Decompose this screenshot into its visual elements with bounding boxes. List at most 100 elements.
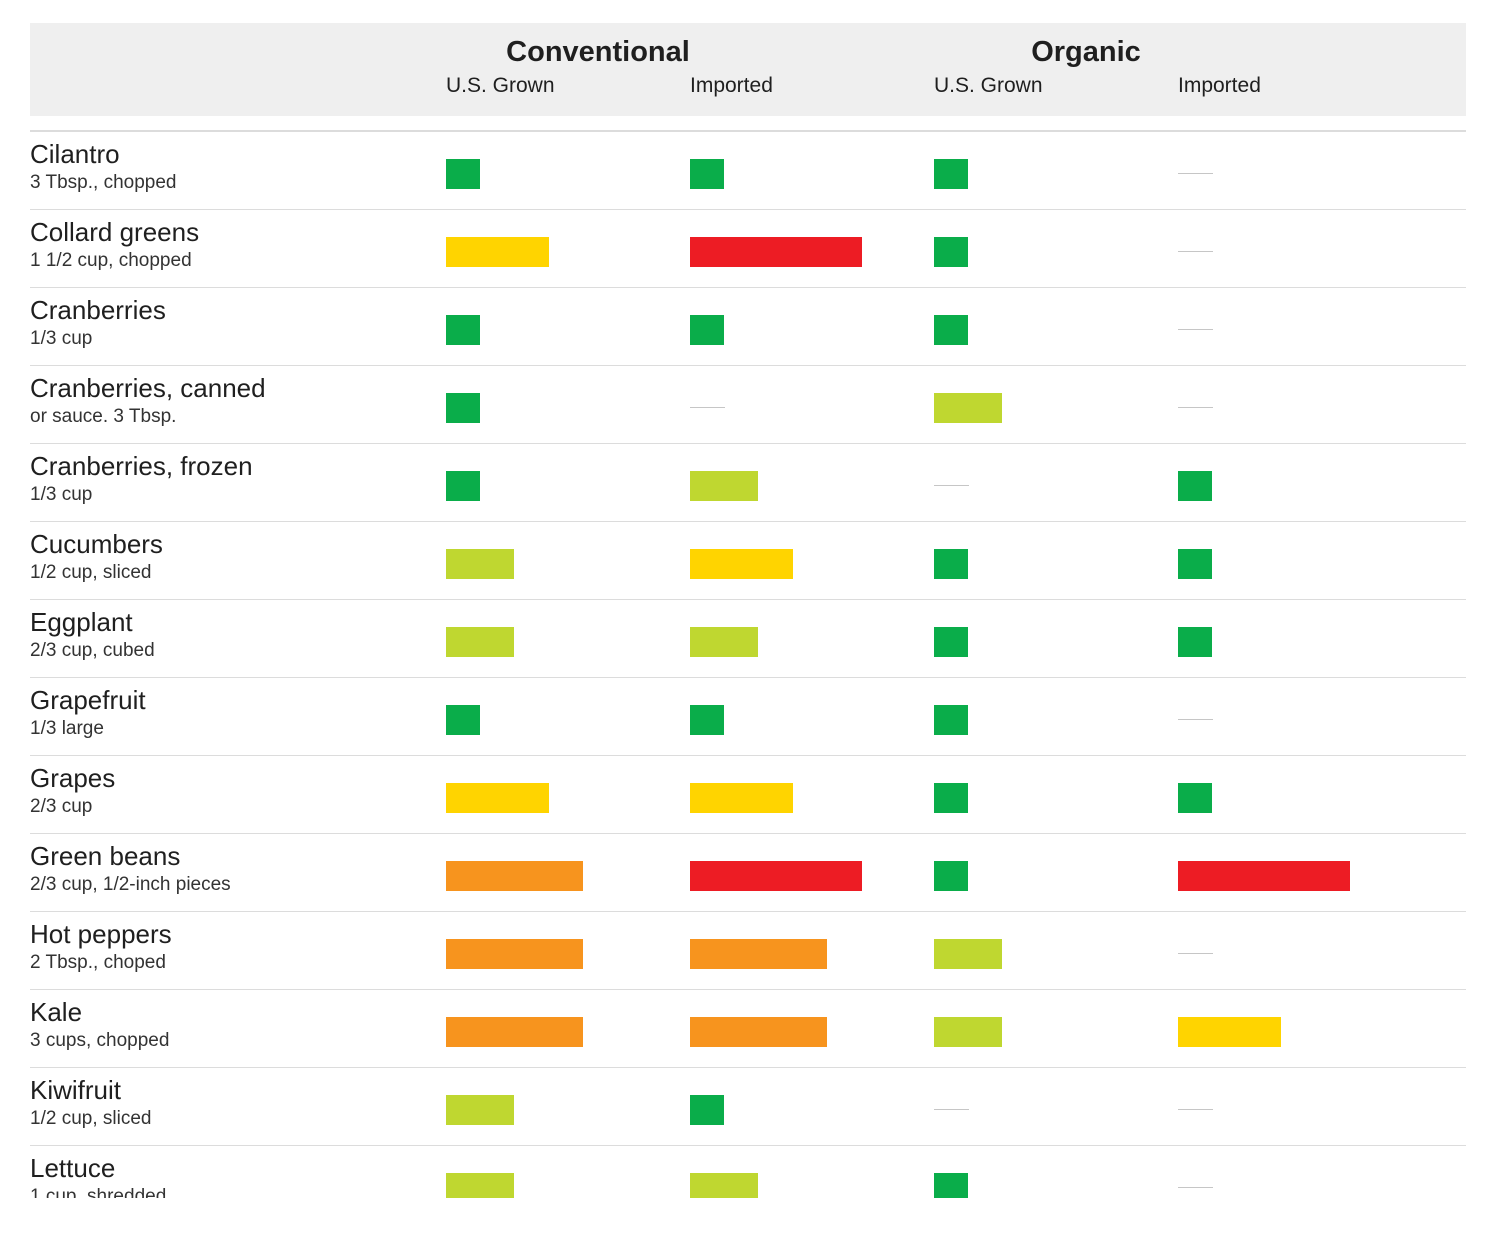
row-serving: 1/3 cup <box>30 328 93 349</box>
row-serving: 1/3 large <box>30 718 104 739</box>
risk-bar <box>934 159 968 189</box>
risk-bar <box>934 1173 968 1198</box>
row-serving: 1/3 cup <box>30 484 93 505</box>
row-divider <box>30 833 1466 834</box>
row-divider <box>30 443 1466 444</box>
group-title-organic: Organic <box>1031 36 1141 68</box>
risk-bar <box>446 315 480 345</box>
row-serving: 1/2 cup, sliced <box>30 562 152 583</box>
risk-bar <box>934 549 968 579</box>
risk-bar <box>1178 471 1212 501</box>
table-header <box>30 23 1466 116</box>
row-divider <box>30 599 1466 600</box>
risk-bar <box>934 393 1002 423</box>
risk-bar <box>690 471 758 501</box>
risk-bar <box>690 1095 724 1125</box>
row-divider <box>30 131 1466 132</box>
risk-bar <box>446 1095 514 1125</box>
row-label: Grapes <box>30 763 116 793</box>
row-label: Collard greens <box>30 217 200 247</box>
risk-bar <box>934 627 968 657</box>
risk-bar <box>446 627 514 657</box>
row-label: Lettuce <box>30 1153 116 1183</box>
risk-bar <box>690 1017 827 1047</box>
risk-bar <box>446 1173 514 1198</box>
row-divider <box>30 1067 1466 1068</box>
risk-bar <box>1178 861 1350 891</box>
risk-bar <box>446 237 549 267</box>
header-divider <box>30 130 1466 131</box>
row-label: Cilantro <box>30 139 120 169</box>
no-data-dash <box>934 485 969 486</box>
risk-bar <box>446 549 514 579</box>
risk-bar <box>690 783 793 813</box>
no-data-dash <box>1178 407 1213 408</box>
row-serving: 1 1/2 cup, chopped <box>30 250 192 271</box>
risk-bar <box>446 471 480 501</box>
risk-bar <box>1178 549 1212 579</box>
row-serving: 1 cup, shredded <box>30 1186 167 1198</box>
row-serving: 2/3 cup, cubed <box>30 640 155 661</box>
column-header-conventional-us-grown: U.S. Grown <box>446 74 555 97</box>
row-divider <box>30 677 1466 678</box>
no-data-dash <box>1178 329 1213 330</box>
row-label: Kiwifruit <box>30 1075 122 1105</box>
row-label: Cranberries, frozen <box>30 451 253 481</box>
risk-bar <box>690 861 862 891</box>
group-title-conventional: Conventional <box>506 36 690 68</box>
row-label: Hot peppers <box>30 919 172 949</box>
row-serving: 2/3 cup, 1/2-inch pieces <box>30 874 231 895</box>
risk-bar <box>934 939 1002 969</box>
risk-bar <box>934 315 968 345</box>
row-serving: 1/2 cup, sliced <box>30 1108 152 1129</box>
risk-bar <box>446 705 480 735</box>
row-label: Kale <box>30 997 83 1027</box>
risk-bar <box>1178 783 1212 813</box>
risk-bar <box>690 159 724 189</box>
row-divider <box>30 1145 1466 1146</box>
risk-bar <box>446 939 583 969</box>
row-label: Green beans <box>30 841 181 871</box>
row-serving: 2/3 cup <box>30 796 93 817</box>
row-serving: 3 Tbsp., chopped <box>30 172 177 193</box>
row-divider <box>30 209 1466 210</box>
no-data-dash <box>1178 173 1213 174</box>
risk-bar <box>690 705 724 735</box>
risk-bar <box>934 1017 1002 1047</box>
risk-bar <box>690 939 827 969</box>
risk-bar <box>446 393 480 423</box>
column-header-conventional-imported: Imported <box>690 74 773 97</box>
risk-bar <box>690 237 862 267</box>
row-serving: or sauce. 3 Tbsp. <box>30 406 177 427</box>
row-serving: 2 Tbsp., choped <box>30 952 166 973</box>
no-data-dash <box>1178 953 1213 954</box>
row-divider <box>30 287 1466 288</box>
risk-bar <box>934 783 968 813</box>
row-serving: 3 cups, chopped <box>30 1030 170 1051</box>
risk-bar <box>1178 1017 1281 1047</box>
row-label: Cranberries <box>30 295 166 325</box>
column-header-organic-imported: Imported <box>1178 74 1261 97</box>
no-data-dash <box>1178 1109 1213 1110</box>
risk-bar <box>690 627 758 657</box>
risk-bar <box>934 861 968 891</box>
risk-table-chart: Conventional Organic U.S. Grown Imported… <box>30 23 1466 1198</box>
row-label: Grapefruit <box>30 685 146 715</box>
risk-bar <box>446 159 480 189</box>
risk-bar <box>690 315 724 345</box>
risk-bar <box>690 549 793 579</box>
row-divider <box>30 989 1466 990</box>
row-label: Cranberries, canned <box>30 373 266 403</box>
no-data-dash <box>690 407 725 408</box>
no-data-dash <box>934 1109 969 1110</box>
risk-bar <box>446 1017 583 1047</box>
no-data-dash <box>1178 719 1213 720</box>
risk-bar <box>1178 627 1212 657</box>
row-divider <box>30 365 1466 366</box>
no-data-dash <box>1178 1187 1213 1188</box>
risk-bar <box>446 783 549 813</box>
row-label: Cucumbers <box>30 529 163 559</box>
risk-bar <box>690 1173 758 1198</box>
row-divider <box>30 911 1466 912</box>
row-label: Eggplant <box>30 607 133 637</box>
